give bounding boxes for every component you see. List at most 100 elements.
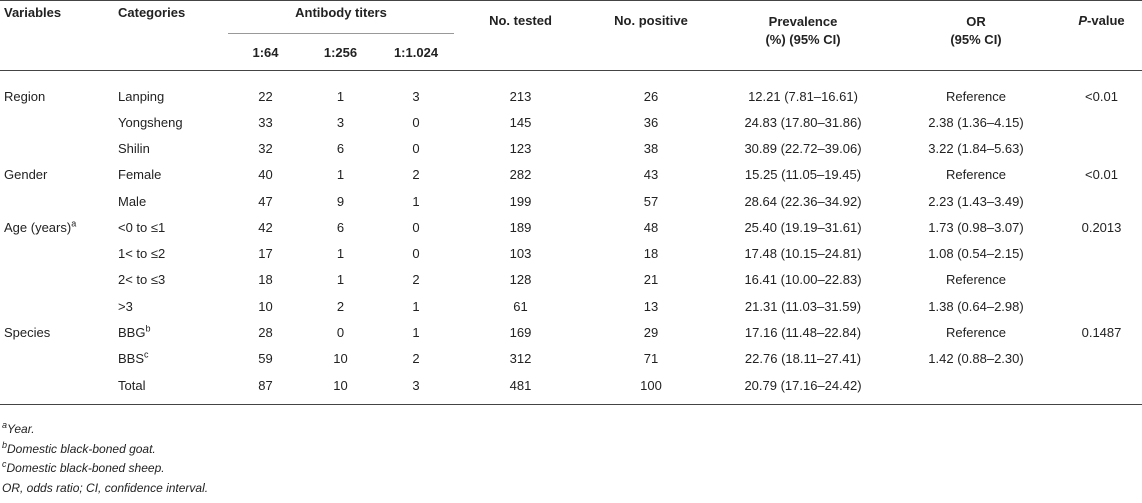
cell-no-tested: 282: [509, 167, 532, 183]
cell-variable: [0, 188, 118, 214]
cell-no-tested: 199: [509, 193, 532, 209]
cell-variable: [0, 109, 118, 135]
cell-variable: Gender: [4, 167, 48, 183]
table-row: Age (years)a <0 to ≤1 42 6 0 189 48 25.40 (19.1…: [0, 214, 1142, 240]
cell-prevalence: 24.83 (17.80–31.86): [744, 114, 862, 130]
cell-or: 1.38 (0.64–2.98): [928, 298, 1024, 314]
cell-or: 3.22 (1.84–5.63): [928, 140, 1024, 156]
cell-no-tested: 213: [509, 88, 532, 104]
cell-variable: [0, 267, 118, 293]
cell-titer-256: 0: [336, 325, 345, 341]
cell-prevalence: 22.76 (18.11–27.41): [744, 351, 862, 367]
cell-prevalence: 21.31 (11.03–31.59): [744, 298, 862, 314]
footnote: OR, odds ratio; CI, confidence interval.: [2, 480, 209, 495]
footnote: aYear.: [2, 420, 35, 437]
cell-variable: [0, 240, 118, 266]
cell-titer-1024: 0: [412, 246, 420, 262]
cell-titer-256: 2: [336, 298, 345, 314]
cell-category: 2< to ≤3: [118, 272, 166, 288]
cell-or: Reference: [946, 88, 1006, 104]
cell-titer-1024: 1: [412, 298, 420, 314]
cell-prevalence: 25.40 (19.19–31.61): [744, 219, 862, 235]
cell-prevalence: 30.89 (22.72–39.06): [744, 140, 862, 156]
table-row: Total 87 10 3 481 100 20.79 (17.16–24.42): [0, 371, 1142, 406]
cell-or: [891, 371, 1061, 406]
header-antibody-titers: Antibody titers: [228, 0, 454, 34]
cell-or: 1.08 (0.54–2.15): [928, 246, 1024, 262]
cell-titer-1024: 0: [412, 114, 420, 130]
cell-variable: [0, 135, 118, 161]
cell-titer-256: 10: [303, 371, 378, 406]
cell-titer-256: 10: [333, 351, 348, 367]
cell-category: Shilin: [118, 140, 150, 156]
cell-p-value: [1061, 109, 1142, 135]
cell-prevalence: 20.79 (17.16–24.42): [715, 371, 891, 406]
cell-titer-256: 6: [336, 219, 345, 235]
table-row: Species BBGb 28 0 1 169 29 17.16 (11.48–22.84) R…: [0, 319, 1142, 345]
cell-prevalence: 17.48 (10.15–24.81): [744, 246, 862, 262]
cell-titer-256: 1: [336, 88, 345, 104]
cell-no-positive: 21: [643, 272, 659, 288]
cell-category: Total: [118, 371, 228, 406]
cell-category: BBSc: [118, 349, 149, 367]
header-p-value: P-value: [1078, 13, 1125, 28]
cell-no-tested: 145: [509, 114, 532, 130]
cell-titer-64: 10: [258, 298, 273, 314]
header-or: OR (95% CI): [891, 1, 1061, 71]
cell-category: Lanping: [118, 88, 165, 104]
cell-no-positive: 18: [643, 246, 659, 262]
table-row: 2< to ≤3 18 1 2 128 21 16.41 (10.00–22.83) Refe…: [0, 267, 1142, 293]
cell-titer-256: 1: [336, 246, 345, 262]
footnote-mark: c: [144, 349, 149, 360]
cell-no-positive: 29: [643, 325, 659, 341]
header-titer-1024: 1:1.024: [378, 33, 454, 71]
cell-p-value: [1061, 346, 1142, 372]
cell-no-positive: 48: [643, 219, 659, 235]
cell-or: Reference: [946, 272, 1006, 288]
cell-no-positive: 38: [643, 140, 659, 156]
cell-titer-256: 6: [336, 140, 345, 156]
cell-no-tested: 61: [513, 298, 528, 314]
table-row: >3 10 2 1 61 13 21.31 (11.03–31.59) 1.38 (0.64–…: [0, 293, 1142, 319]
cell-or: 2.38 (1.36–4.15): [928, 114, 1024, 130]
cell-titer-64: 28: [258, 325, 273, 341]
cell-titer-64: 87: [228, 371, 303, 406]
cell-titer-256: 3: [336, 114, 345, 130]
cell-no-positive: 36: [643, 114, 659, 130]
cell-no-tested: 128: [509, 272, 532, 288]
cell-category: >3: [118, 298, 133, 314]
footnote: cDomestic black-boned sheep.: [2, 459, 165, 476]
cell-no-positive: 100: [587, 371, 715, 406]
cell-p-value: [1061, 293, 1142, 319]
cell-p-value: [1061, 135, 1142, 161]
cell-titer-64: 47: [258, 193, 273, 209]
header-no-positive: No. positive: [614, 13, 688, 28]
cell-variable: [0, 371, 118, 406]
cell-no-positive: 43: [643, 167, 659, 183]
cell-titer-64: 40: [258, 167, 273, 183]
cell-p-value: [1061, 371, 1142, 406]
header-no-tested: No. tested: [489, 13, 552, 28]
footnote-mark: a: [71, 218, 77, 229]
cell-prevalence: 17.16 (11.48–22.84): [744, 325, 862, 341]
cell-p-value: [1061, 240, 1142, 266]
cell-no-tested: 481: [454, 371, 587, 406]
table-row: 1< to ≤2 17 1 0 103 18 17.48 (10.15–24.81) 1.08…: [0, 240, 1142, 266]
header-variables: Variables: [4, 5, 62, 20]
cell-titer-1024: 2: [412, 272, 420, 288]
cell-prevalence: 16.41 (10.00–22.83): [744, 272, 862, 288]
table-row: Shilin 32 6 0 123 38 30.89 (22.72–39.06) 3.22 (…: [0, 135, 1142, 161]
cell-category: <0 to ≤1: [118, 219, 166, 235]
cell-titer-64: 17: [258, 246, 273, 262]
cell-category: Female: [118, 167, 162, 183]
cell-titer-64: 33: [258, 114, 273, 130]
cell-titer-64: 22: [258, 88, 273, 104]
cell-titer-1024: 3: [412, 88, 420, 104]
cell-no-positive: 26: [643, 88, 659, 104]
footnote-mark: b: [2, 439, 8, 450]
cell-category: BBGb: [118, 323, 151, 341]
cell-prevalence: 28.64 (22.36–34.92): [744, 193, 862, 209]
cell-variable: Species: [4, 325, 51, 341]
cell-p-value: [1061, 188, 1142, 214]
cell-titer-64: 32: [258, 140, 273, 156]
